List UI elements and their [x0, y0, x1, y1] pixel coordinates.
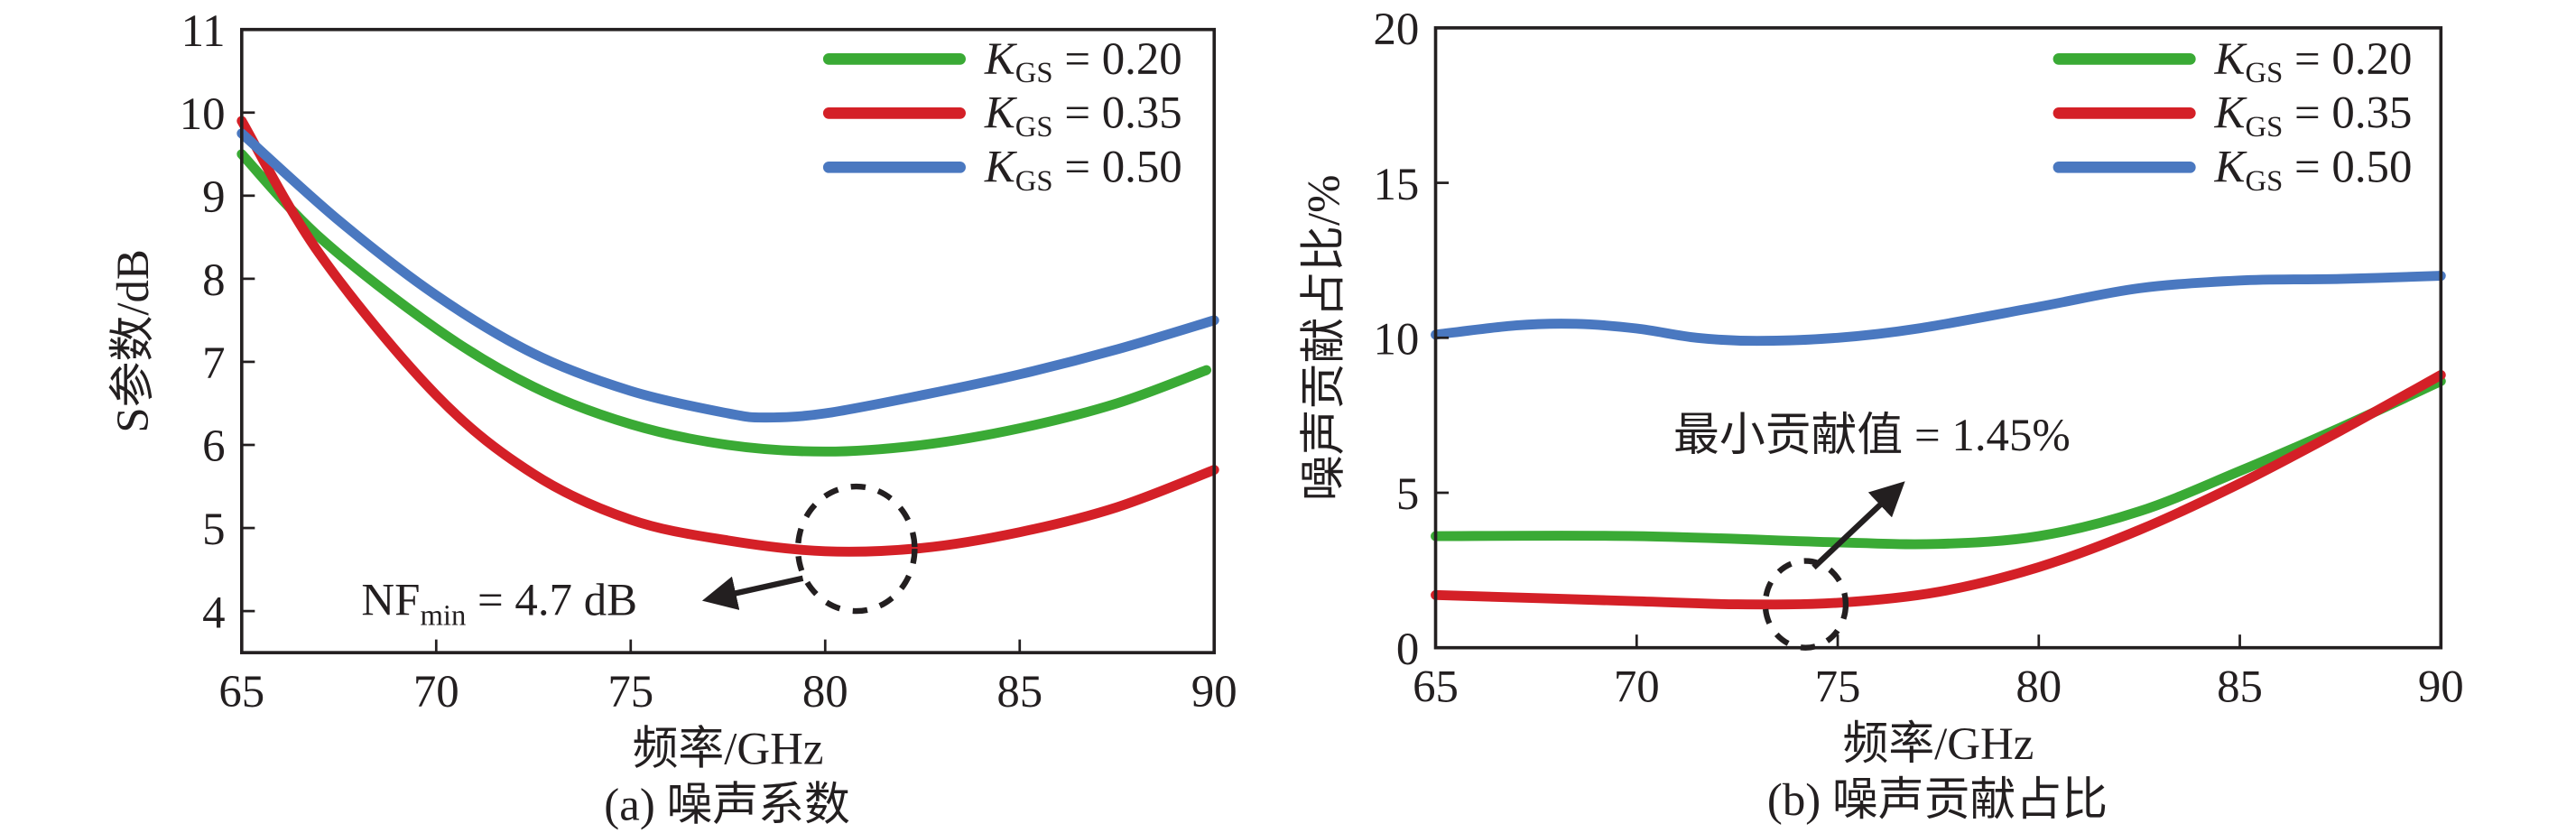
annotation-dashed-circle	[1762, 558, 1849, 651]
x-axis-title: 频率/GHz	[1842, 719, 2034, 770]
x-tick-label: 85	[996, 667, 1042, 717]
y-tick-label: 7	[202, 338, 225, 389]
series-line-050	[236, 128, 1219, 423]
legend-label-symbol: K	[2214, 88, 2248, 139]
y-tick-label: 8	[202, 255, 225, 306]
y-tick-label: 11	[181, 6, 226, 57]
legend-label-value: = 0.35	[1053, 88, 1182, 139]
y-tick-label: 6	[202, 421, 225, 472]
chart-panel-a: 65 70 75 80 85 90 4 5 6 7 8 9 10 11 频率/GHz S参数/dB (a) 噪声…	[108, 6, 1237, 831]
y-axis-title: 噪声贡献占比/%	[1299, 174, 1349, 501]
annotation-arrow	[701, 575, 804, 610]
x-tick-label: 90	[1191, 667, 1237, 717]
series-line-035	[1431, 370, 2446, 610]
x-tick-label: 75	[607, 667, 653, 717]
legend-label: KGS = 0.35	[984, 88, 1182, 143]
series-line-020	[236, 149, 1212, 457]
legend-label: KGS = 0.20	[2214, 34, 2413, 89]
x-tick-label: 75	[1815, 662, 1861, 713]
y-tick-label: 4	[202, 588, 225, 638]
x-tick-label: 80	[802, 667, 848, 717]
chart-caption: (a) 噪声系数	[604, 780, 850, 830]
legend-label: KGS = 0.20	[984, 34, 1182, 89]
x-tick-label: 80	[2015, 662, 2062, 713]
annotation-dashed-circle	[794, 483, 918, 615]
annotation-value: = 4.7 dB	[466, 575, 637, 625]
chart-panel-b: 65 70 75 80 85 90 0 5 10 15 20 频率/GHz 噪声贡献占比/% (b) 噪声…	[1299, 5, 2463, 826]
legend-label-subscript: GS	[2246, 111, 2284, 143]
legend-label-subscript: GS	[2246, 57, 2284, 89]
legend-label-symbol: K	[984, 34, 1018, 85]
legend-label-subscript: GS	[2246, 165, 2284, 198]
y-tick-label: 20	[1373, 5, 1419, 55]
legend-label-symbol: K	[2214, 34, 2248, 85]
y-tick-label: 5	[202, 504, 225, 555]
y-tick-label: 5	[1396, 469, 1419, 520]
annotation-min-contribution: 最小贡献值 = 1.45%	[1673, 411, 2071, 461]
x-tick-label: 65	[1413, 662, 1459, 713]
legend-label-value: = 0.50	[1053, 143, 1182, 193]
plot-frame	[239, 27, 1217, 654]
annotation-arrow	[1812, 481, 1905, 570]
legend-label: KGS = 0.50	[2214, 143, 2413, 198]
legend-label-value: = 0.35	[2283, 88, 2412, 139]
x-axis-title: 频率/GHz	[633, 725, 824, 775]
series-line-020	[1431, 375, 2446, 550]
y-tick-label: 10	[1373, 314, 1419, 365]
x-tick-label: 90	[2418, 662, 2464, 713]
y-tick-label: 10	[180, 89, 226, 140]
x-tick-label: 85	[2217, 662, 2263, 713]
legend-label-value: = 0.50	[2283, 143, 2412, 193]
y-tick-label: 9	[202, 172, 225, 223]
legend-label-subscript: GS	[1015, 111, 1053, 143]
legend-label-subscript: GS	[1015, 57, 1053, 89]
chart-caption: (b) 噪声贡献占比	[1767, 775, 2108, 826]
legend-label-symbol: K	[984, 88, 1018, 139]
legend-label: KGS = 0.35	[2214, 88, 2413, 143]
legend-label-symbol: K	[2214, 143, 2248, 193]
annotation-main: NF	[361, 575, 420, 625]
y-axis-title: S参数/dB	[108, 249, 159, 433]
legend-label-symbol: K	[984, 143, 1018, 193]
legend-label-value: = 0.20	[1053, 34, 1182, 85]
x-tick-label: 70	[413, 667, 459, 717]
y-tick-label: 0	[1396, 625, 1419, 675]
legend-label: KGS = 0.50	[984, 143, 1182, 198]
annotation-subscript: min	[420, 599, 466, 632]
x-tick-label: 65	[218, 667, 264, 717]
legend-label-subscript: GS	[1015, 165, 1053, 198]
series-line-035	[236, 116, 1219, 557]
legend-label-value: = 0.20	[2283, 34, 2412, 85]
annotation-nfmin: NFmin = 4.7 dB	[361, 575, 637, 632]
x-tick-label: 70	[1614, 662, 1660, 713]
y-tick-label: 15	[1373, 160, 1419, 210]
series-line-050	[1431, 271, 2446, 347]
